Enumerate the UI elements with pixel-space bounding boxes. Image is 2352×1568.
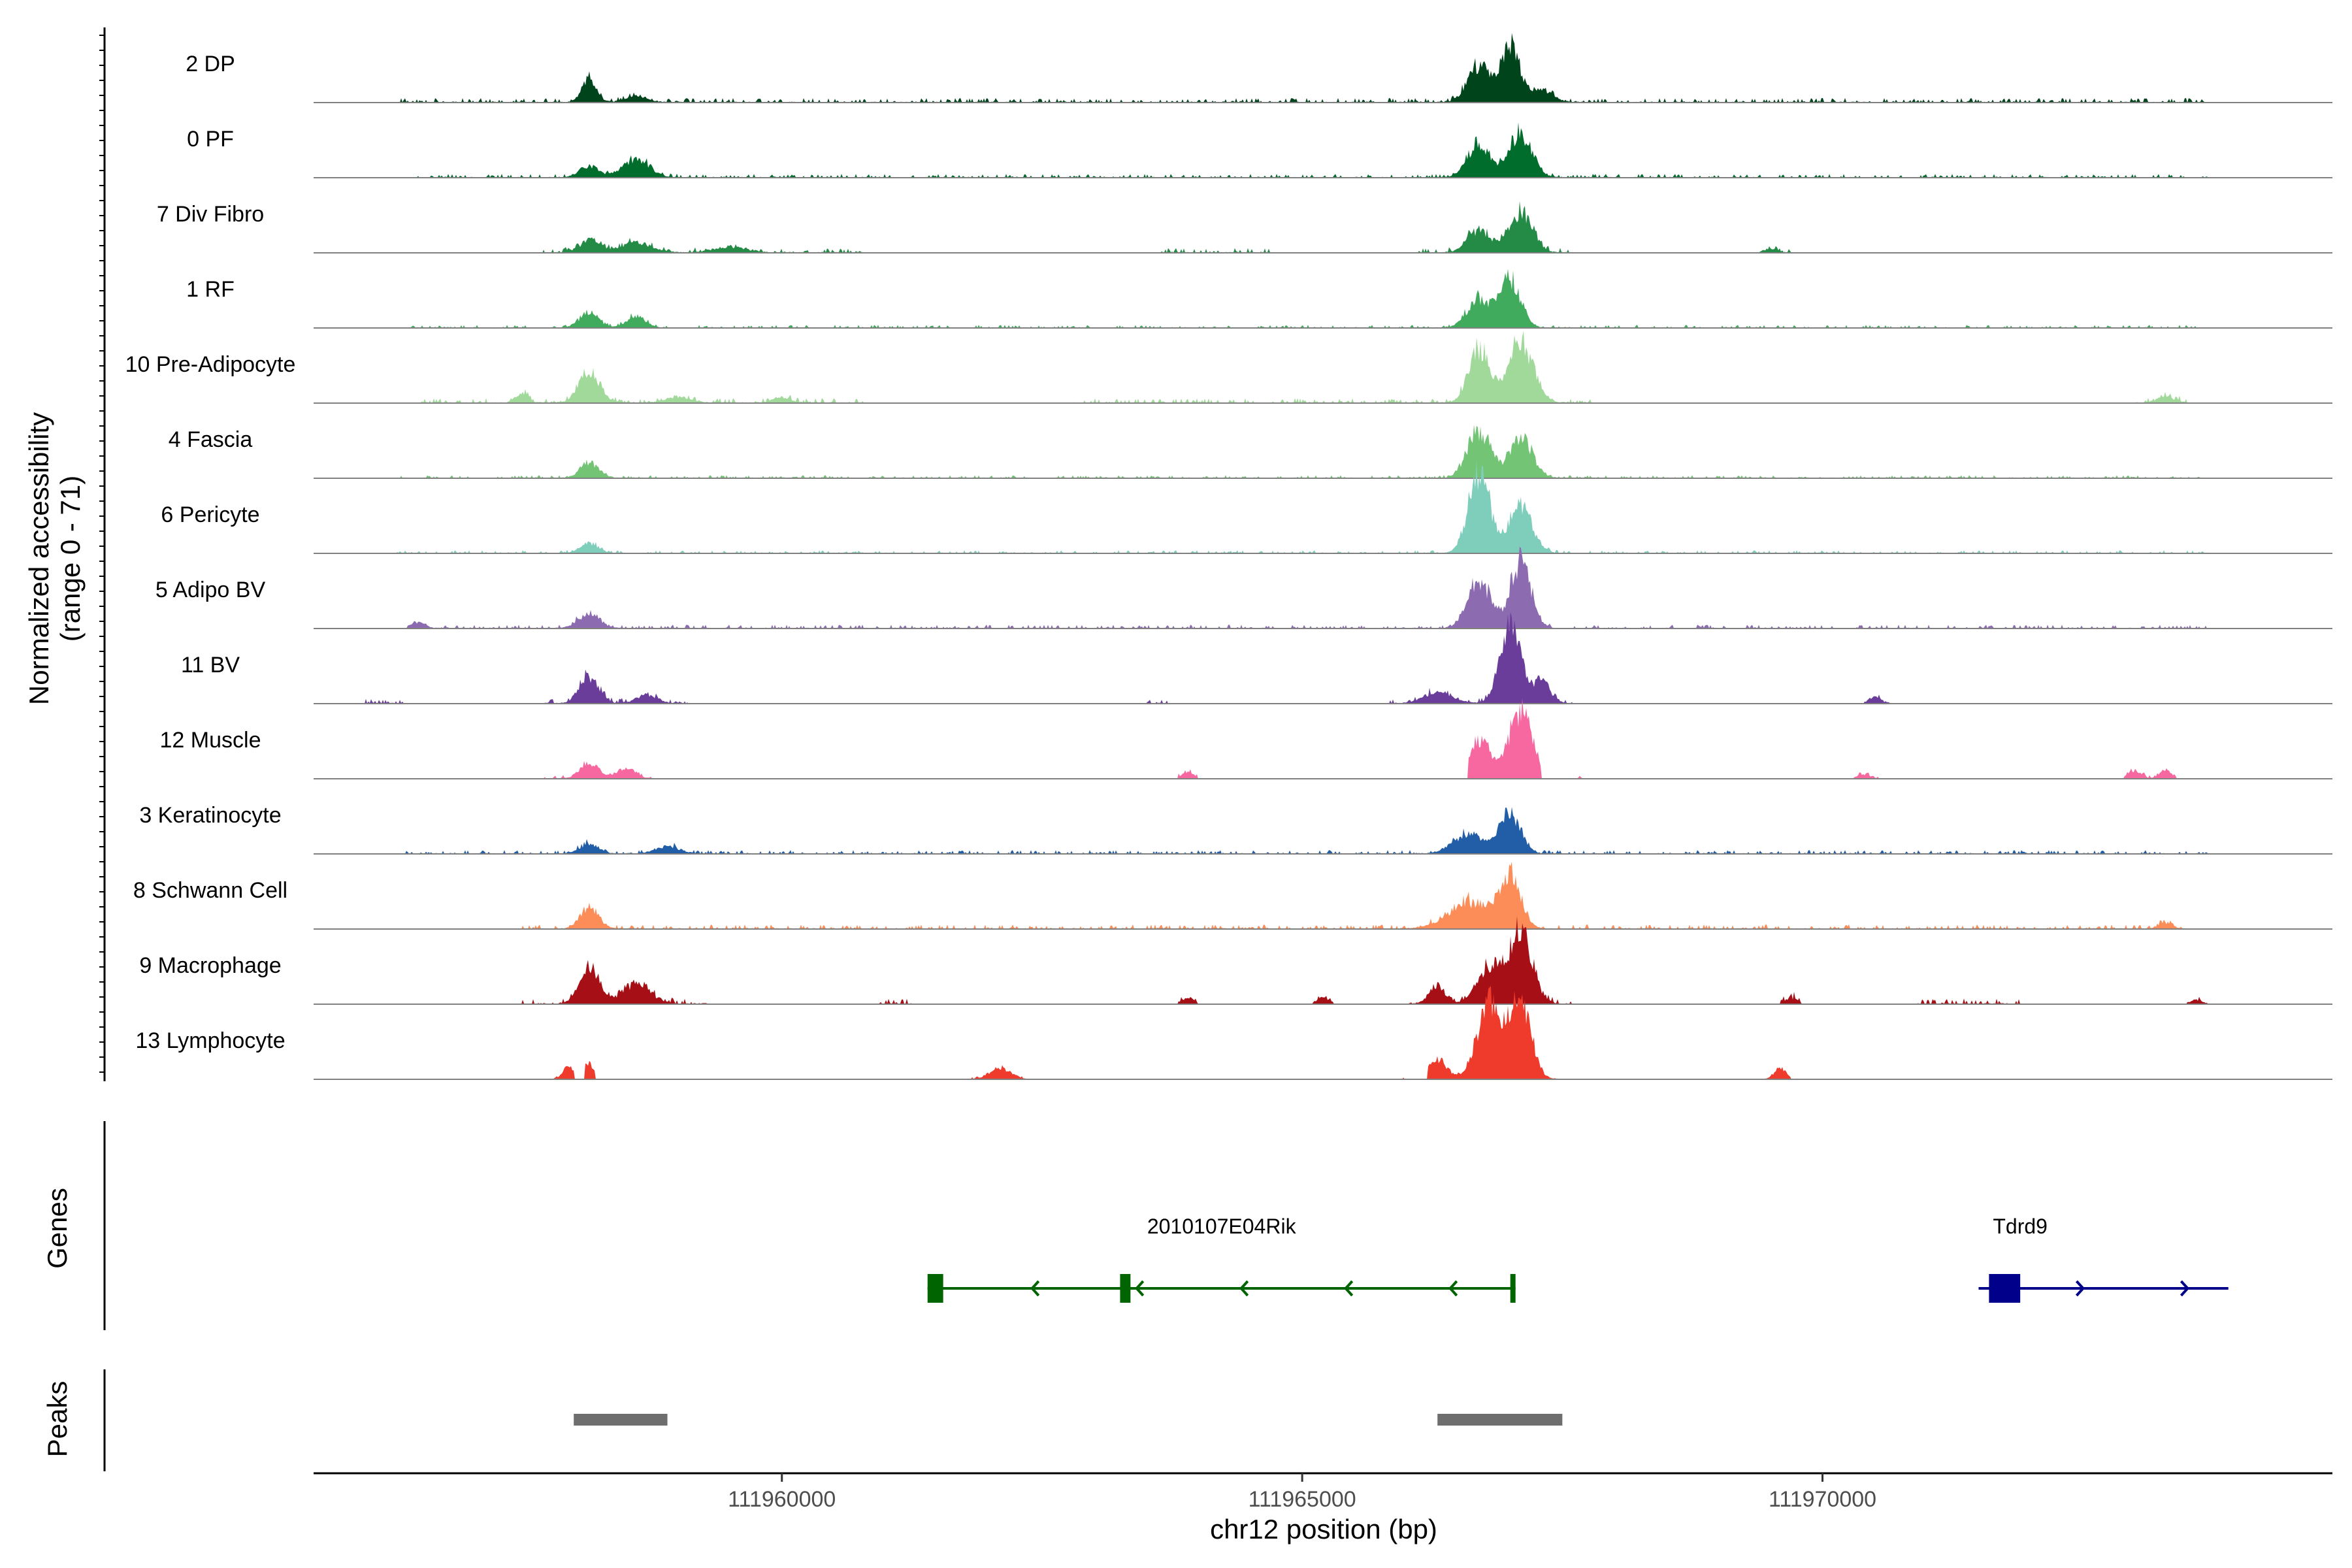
track-area — [314, 425, 2332, 478]
track-label: 5 Adipo BV — [155, 578, 266, 602]
gene-exon — [1120, 1274, 1131, 1303]
track-label: 4 Fascia — [169, 427, 253, 452]
track-6: 4 Fascia — [169, 425, 2332, 479]
track-label: 1 RF — [186, 277, 235, 302]
gene-exon — [927, 1274, 943, 1303]
track-label: 9 Macrophage — [139, 953, 281, 978]
track-area — [314, 122, 2332, 178]
strand-arrow — [1135, 1280, 1145, 1297]
track-area — [314, 698, 2332, 779]
y-axis-title-line1: Normalized accessibility — [24, 412, 54, 705]
strand-arrow — [1448, 1280, 1458, 1297]
track-label: 2 DP — [186, 52, 235, 76]
track-13: 9 Macrophage — [139, 916, 2332, 1005]
track-8: 5 Adipo BV — [155, 546, 2332, 629]
genes-panel-title: Genes — [42, 1188, 73, 1269]
track-7: 6 Pericyte — [161, 458, 2332, 554]
track-4: 1 RF — [186, 269, 2332, 329]
y-axis-title-line2: (range 0 - 71) — [55, 476, 86, 642]
x-tick-label: 111960000 — [728, 1487, 836, 1512]
track-2: 0 PF — [187, 122, 2332, 178]
peak-region — [574, 1414, 668, 1426]
track-12: 8 Schwann Cell — [133, 862, 2332, 930]
track-label: 8 Schwann Cell — [133, 878, 287, 903]
strand-arrow — [1344, 1280, 1354, 1297]
track-label: 12 Muscle — [160, 728, 261, 753]
strand-arrow — [1239, 1280, 1249, 1297]
track-9: 11 BV — [181, 612, 2332, 704]
gene-exon — [1989, 1274, 2021, 1303]
peak-regions — [574, 1414, 1563, 1426]
x-tick-label: 111970000 — [1769, 1487, 1876, 1512]
gene-label: Tdrd9 — [1993, 1215, 2048, 1238]
track-label: 7 Div Fibro — [157, 202, 264, 227]
track-area — [314, 331, 2332, 403]
track-area — [314, 807, 2332, 854]
coverage-tracks: 2 DP 0 PF 7 Div Fibro 1 RF 10 Pre-Adipocyte 4… — [125, 33, 2332, 1080]
track-label: 13 Lymphocyte — [135, 1028, 285, 1053]
track-area — [314, 33, 2332, 103]
track-area — [314, 458, 2332, 553]
strand-arrow — [1030, 1280, 1040, 1297]
x-axis-title: chr12 position (bp) — [1210, 1514, 1437, 1544]
track-label: 3 Keratinocyte — [139, 803, 281, 828]
gene-tdrd9: Tdrd9 — [1978, 1215, 2229, 1303]
track-label: 6 Pericyte — [161, 502, 259, 527]
gene-annotations: 2010107E04Rik Tdrd9 — [927, 1215, 2229, 1303]
track-10: 12 Muscle — [160, 698, 2332, 779]
track-label: 11 BV — [181, 653, 240, 678]
peak-region — [1437, 1414, 1563, 1426]
peaks-panel-title: Peaks — [42, 1381, 73, 1458]
gene-label: 2010107E04Rik — [1147, 1215, 1297, 1238]
strand-arrow — [2075, 1280, 2085, 1297]
track-5: 10 Pre-Adipocyte — [125, 331, 2332, 404]
track-14: 13 Lymphocyte — [135, 986, 2332, 1080]
y-axis — [99, 27, 106, 1081]
track-area — [314, 862, 2332, 929]
x-tick-label: 111965000 — [1249, 1487, 1356, 1512]
track-3: 7 Div Fibro — [157, 201, 2332, 253]
track-11: 3 Keratinocyte — [139, 803, 2332, 855]
track-label: 0 PF — [187, 127, 234, 152]
strand-arrow — [2180, 1280, 2190, 1297]
gene-exon — [1510, 1274, 1516, 1303]
track-area — [314, 612, 2332, 704]
track-label: 10 Pre-Adipocyte — [125, 352, 296, 377]
track-area — [314, 546, 2332, 629]
track-area — [314, 269, 2332, 328]
track-area — [314, 201, 2332, 253]
y-axis-title: Normalized accessibility (range 0 - 71) — [24, 412, 86, 705]
track-1: 2 DP — [186, 33, 2332, 103]
gene-2010107e04rik: 2010107E04Rik — [927, 1215, 1516, 1303]
x-axis: 111960000 111965000 111970000 — [314, 1472, 2332, 1512]
